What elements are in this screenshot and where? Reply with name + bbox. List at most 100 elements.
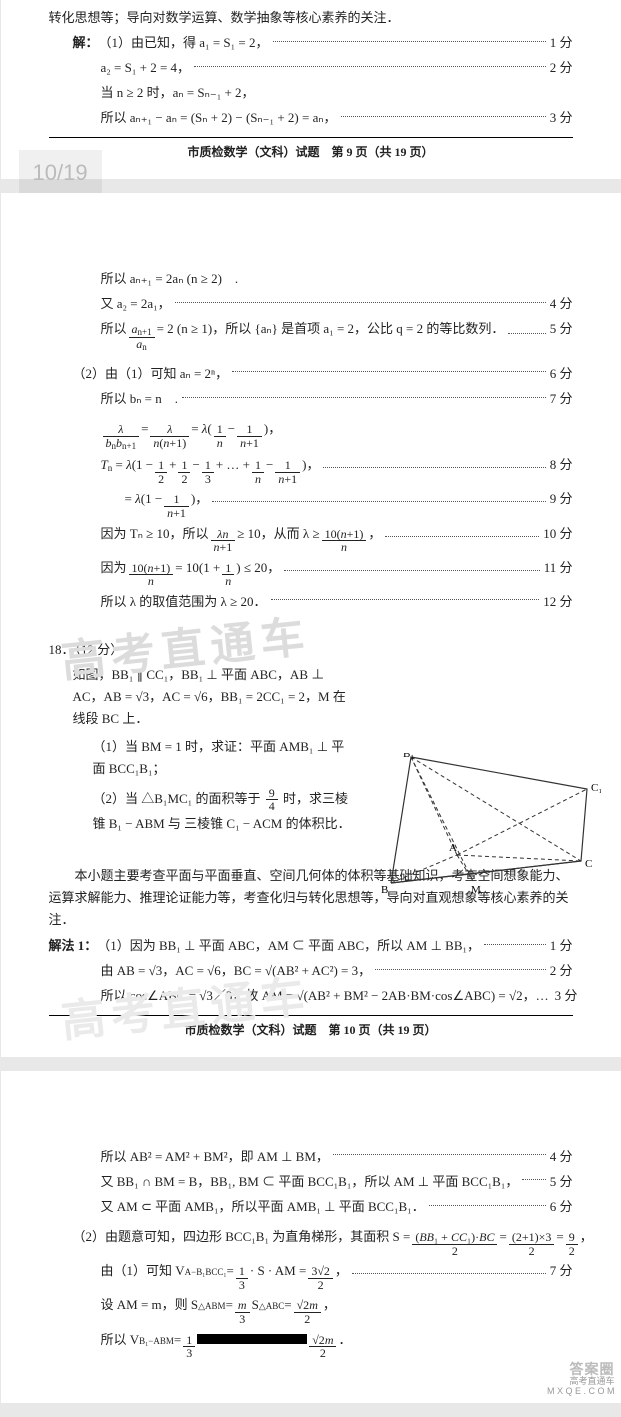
redaction-bar <box>197 1334 307 1344</box>
p2-l14a: 因为 <box>101 557 127 579</box>
q18-num-text: 18．（12 分） <box>49 639 124 661</box>
frac-m3: m3 <box>235 1299 250 1325</box>
frac-10n1-n2: 10(n+1)n <box>129 562 174 588</box>
page-9-bottom: 转化思想等；导向对数学运算、数学抽象等核心素养的关注． 解： （1）由已知，得 … <box>1 0 621 179</box>
edge-ac <box>457 855 581 861</box>
frac-9-4: 94 <box>266 787 278 813</box>
dot-leader <box>175 302 546 303</box>
score-p3-5: 7 分 <box>550 1260 573 1282</box>
frac-1-n1: 1n+1 <box>237 423 262 449</box>
period: ． <box>338 1329 351 1351</box>
solution-line-1: 解： （1）由已知，得 a₁ = S₁ = 2， 1 分 <box>49 32 573 54</box>
p2-l5-text: 所以 aₙ₊₁ = 2aₙ (n ≥ 2) . <box>101 268 239 290</box>
score-3: 3 分 <box>550 107 573 129</box>
frac-ln-n1: λnn+1 <box>211 528 236 554</box>
comma: ， <box>368 523 381 545</box>
p2-l12: = λ(1 − 1n+1 )， 9 分 <box>49 488 573 519</box>
comma: ， <box>323 1294 336 1316</box>
close: )， <box>191 488 208 510</box>
p3-l3-text: 又 AM ⊂ 平面 AMB₁，所以平面 AMB₁ ⊥ 平面 BCC₁B₁． <box>101 1196 425 1218</box>
frac-3r2-2: 3√22 <box>308 1265 333 1291</box>
sub-b1abm: B₁−ABM <box>139 1334 174 1349</box>
score-p3-3: 6 分 <box>550 1196 573 1218</box>
solution-line-4: 所以 aₙ₊₁ − aₙ = (Sₙ + 2) − (Sₙ₋₁ + 2) = a… <box>49 107 573 129</box>
score-4: 4 分 <box>550 293 573 315</box>
f12: 12 <box>155 459 167 485</box>
edge-bc <box>391 861 581 883</box>
score-p3-1: 4 分 <box>550 1146 573 1168</box>
frac-an1-an: an+1an <box>129 323 155 353</box>
p2-l7b: = 2 (n ≥ 1)，所以 {aₙ} 是首项 a₁ = 2，公比 q = 2 … <box>157 318 505 340</box>
dot-leader <box>333 1154 546 1155</box>
dot-leader <box>522 1179 545 1180</box>
frac-1-n2: 1n <box>222 562 234 588</box>
p2-l6: 又 a₂ = 2a₁， 4 分 <box>49 293 573 315</box>
dots-ell: + … + <box>216 454 250 476</box>
lbl-b: B <box>381 884 388 896</box>
plus: + <box>169 454 176 476</box>
p3-l1-text: 所以 AB² = AM² + BM²，即 AM ⊥ BM， <box>101 1146 329 1168</box>
method1-l1: 解法 1： （1）因为 BB₁ ⊥ 平面 ABC，AM ⊂ 平面 ABC，所以 … <box>49 935 573 957</box>
page-footer: 市质检数学（文科）试题 第 9 页（共 19 页） <box>49 142 573 162</box>
p1-l4: 所以 aₙ₊₁ − aₙ = (Sₙ + 2) − (Sₙ₋₁ + 2) = a… <box>101 107 337 129</box>
p2-l9: 所以 bₙ = n . 7 分 <box>49 388 573 410</box>
p2-l10: λbnbn+1 = λn(n+1) = λ( 1n − 1n+1 )， <box>49 418 573 451</box>
score-6: 6 分 <box>550 363 573 385</box>
p2-l9-text: 所以 bₙ = n . <box>101 388 179 410</box>
comma: ， <box>580 1226 593 1248</box>
p2-l6-text: 又 a₂ = 2a₁， <box>101 293 171 315</box>
lbl-c: C <box>585 858 592 870</box>
method1-l3: 所以 cos∠ABC = √3／3，故 AM = √(AB² + BM² − 2… <box>49 985 573 1007</box>
p3-l2-text: 又 BB₁ ∩ BM = B，BB₁, BM ⊂ 平面 BCC₁B₁，所以 AM… <box>101 1171 519 1193</box>
dot-leader <box>194 66 546 67</box>
geometry-figure: B₁ C₁ A B C M <box>371 753 601 898</box>
f1n: 1n <box>252 459 264 485</box>
dot-leader <box>508 333 545 334</box>
frac-S2: (2+1)×32 <box>509 1231 555 1257</box>
q18-1: 如图，BB₁ ∥ CC₁，BB₁ ⊥ 平面 ABC，AB ⊥ AC，AB = √… <box>73 667 346 726</box>
page-footer: 市质检数学（文科）试题 第 10 页（共 19 页） <box>49 1020 573 1040</box>
dot-leader <box>385 536 539 537</box>
dot-leader <box>341 116 546 117</box>
p3-l7a: 所以 V <box>101 1329 140 1351</box>
method-label: 解法 1： <box>49 935 98 957</box>
footer-rule <box>49 1015 573 1016</box>
p2-l13: 因为 Tₙ ≥ 10，所以 λnn+1 ≥ 10，从而 λ ≥ 10(n+1)n… <box>49 523 573 554</box>
close: )， <box>264 418 281 440</box>
m2-text: 由 AB = √3，AC = √6，BC = √(AB² + AC²) = 3， <box>101 960 372 982</box>
p2-l7a: 所以 <box>101 318 127 340</box>
p2-l14b: = 10(1 + <box>175 557 220 579</box>
score-11: 11 分 <box>544 557 573 579</box>
p3-l5c: · S · AM = <box>250 1260 306 1282</box>
score-12: 12 分 <box>543 591 572 613</box>
eq-lambda: = λ(1 − <box>125 488 163 510</box>
close: )， <box>302 454 319 476</box>
method1-l2: 由 AB = √3，AC = √6，BC = √(AB² + AC²) = 3，… <box>49 960 573 982</box>
score-p3-2: 5 分 <box>550 1171 573 1193</box>
p2-l13a: 因为 Tₙ ≥ 10，所以 <box>101 523 209 545</box>
dot-leader <box>271 599 540 600</box>
p3-l5: 由（1）可知 VA−B₁BCC₁ = 13 · S · AM = 3√22 ， … <box>49 1260 573 1291</box>
lbl-c1: C₁ <box>591 782 601 794</box>
bottom-watermark-en: 高考直通车M X Q E . C O M <box>547 1377 615 1397</box>
sub-abc: △ABC <box>259 1299 284 1314</box>
score-8: 8 分 <box>550 454 573 476</box>
dot-leader <box>273 41 546 42</box>
lbl-a: A <box>449 842 457 854</box>
eq2: = <box>499 1226 506 1248</box>
minus: − <box>266 454 273 476</box>
eq: = λ( <box>191 418 212 440</box>
edge-ac1 <box>457 789 587 855</box>
p1-l1: （1）由已知，得 a₁ = S₁ = 2， <box>99 32 269 54</box>
page-10: 所以 aₙ₊₁ = 2aₙ (n ≥ 2) . 又 a₂ = 2a₁， 4 分 … <box>1 193 621 1057</box>
score-9: 9 分 <box>550 488 573 510</box>
score-1: 1 分 <box>550 32 573 54</box>
p2-l8: （2）由（1）可知 aₙ = 2ⁿ， 6 分 <box>49 363 573 385</box>
context-text: 转化思想等；导向对数学运算、数学抽象等核心素养的关注． <box>49 7 400 29</box>
frac-13b: 13 <box>183 1334 195 1360</box>
eq: = <box>227 1260 234 1282</box>
dot-leader <box>182 397 546 398</box>
sub-v: A−B₁BCC₁ <box>185 1265 227 1280</box>
eq: = <box>226 1294 233 1316</box>
frac-r2m-2: √2m2 <box>294 1299 321 1325</box>
